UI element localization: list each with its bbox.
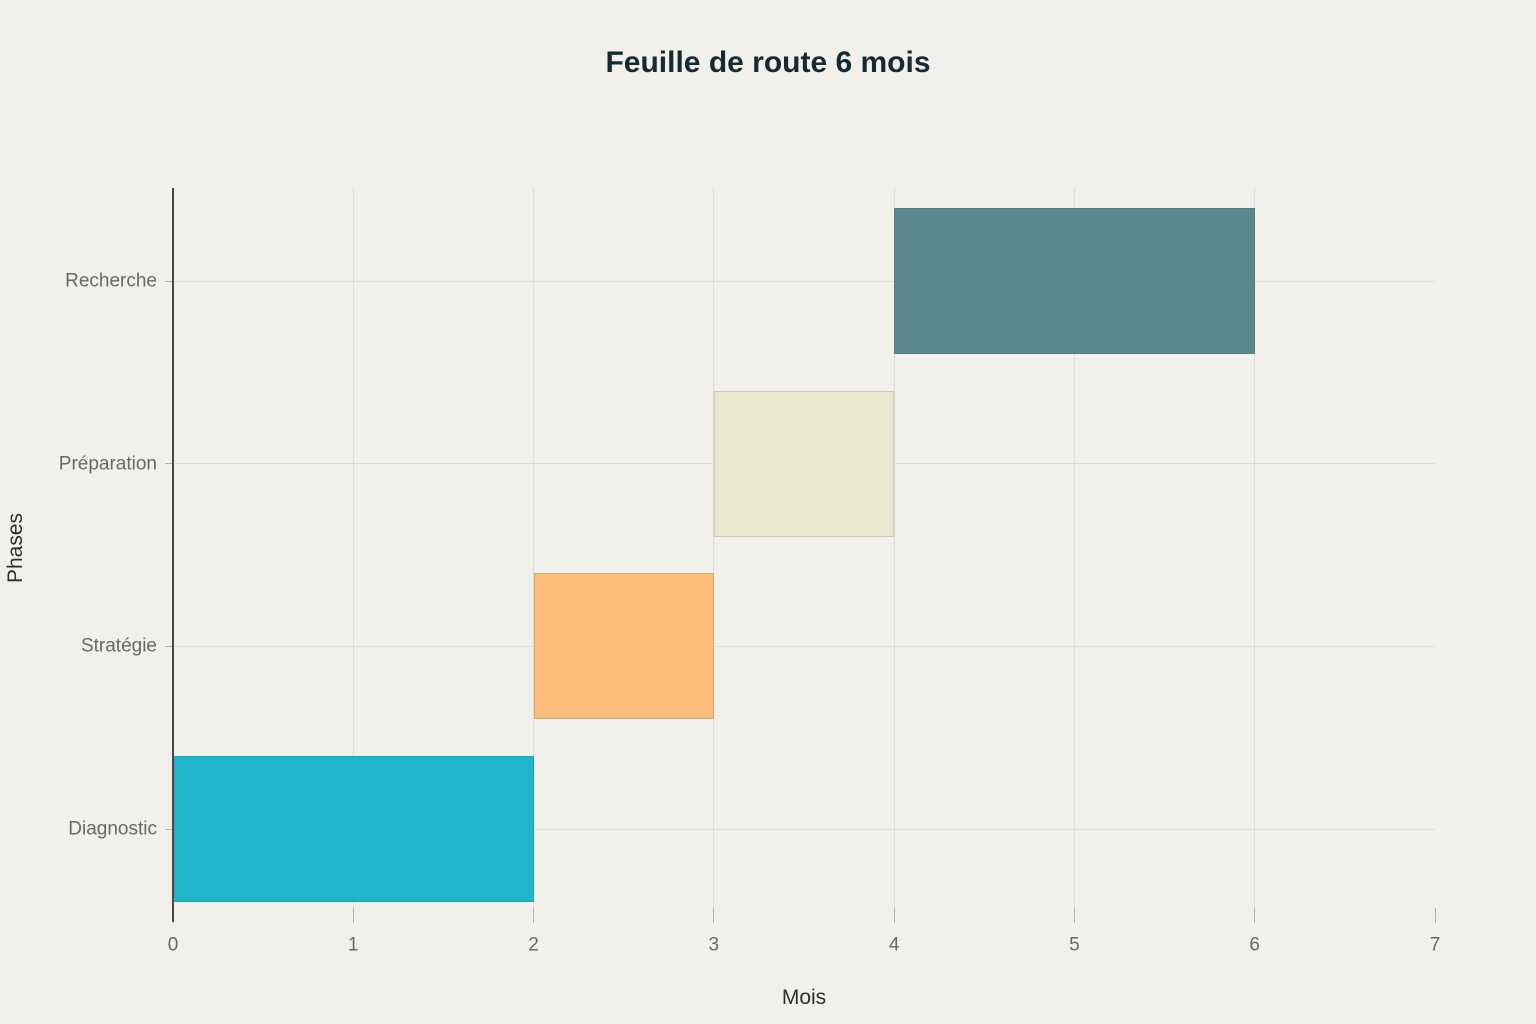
gridline-vertical <box>893 188 895 908</box>
plot-area: Recherche Préparation Stratégie Diagnostic 0… <box>59 188 1440 955</box>
x-tick-label: 1 <box>347 934 359 956</box>
gridline-vertical <box>1254 188 1256 908</box>
x-tick <box>1254 908 1256 923</box>
x-tick-label: 4 <box>888 934 900 956</box>
x-tick <box>352 908 354 923</box>
x-tick-label: 6 <box>1249 934 1260 956</box>
x-tick <box>1434 908 1436 923</box>
y-axis-title: Phases <box>4 512 27 584</box>
x-tick-label: 3 <box>708 934 720 956</box>
gridline-vertical <box>533 188 535 908</box>
y-tick <box>165 645 173 647</box>
x-tick-label: 7 <box>1429 934 1441 956</box>
chart-title: Feuille de route 6 mois <box>605 46 931 79</box>
gridline-horizontal <box>173 280 1435 282</box>
y-tick <box>165 280 173 282</box>
y-tick-label: Stratégie <box>80 635 157 657</box>
bar-recherche <box>894 208 1255 354</box>
gridline-horizontal <box>173 828 1435 830</box>
x-tick-label: 0 <box>167 934 179 956</box>
gridline-horizontal <box>173 645 1435 647</box>
y-axis-line <box>172 188 174 922</box>
y-tick-label: Recherche <box>65 270 157 292</box>
y-tick <box>165 463 173 465</box>
gridline-vertical <box>352 188 354 908</box>
x-tick-label: 2 <box>528 934 539 956</box>
bar-strategie <box>533 573 714 720</box>
bar-diagnostic <box>173 756 534 902</box>
y-tick-label: Préparation <box>58 453 157 475</box>
bar-preparation <box>713 390 895 537</box>
x-tick <box>713 908 715 923</box>
x-tick <box>533 908 535 923</box>
x-tick-label: 5 <box>1069 934 1080 956</box>
x-tick <box>893 908 895 923</box>
y-tick <box>165 828 173 830</box>
gridline-vertical <box>1073 188 1075 908</box>
x-axis-title: Mois <box>781 986 827 1009</box>
y-tick-label: Diagnostic <box>68 818 157 840</box>
gridline-vertical <box>713 188 715 908</box>
x-tick <box>1073 908 1075 923</box>
